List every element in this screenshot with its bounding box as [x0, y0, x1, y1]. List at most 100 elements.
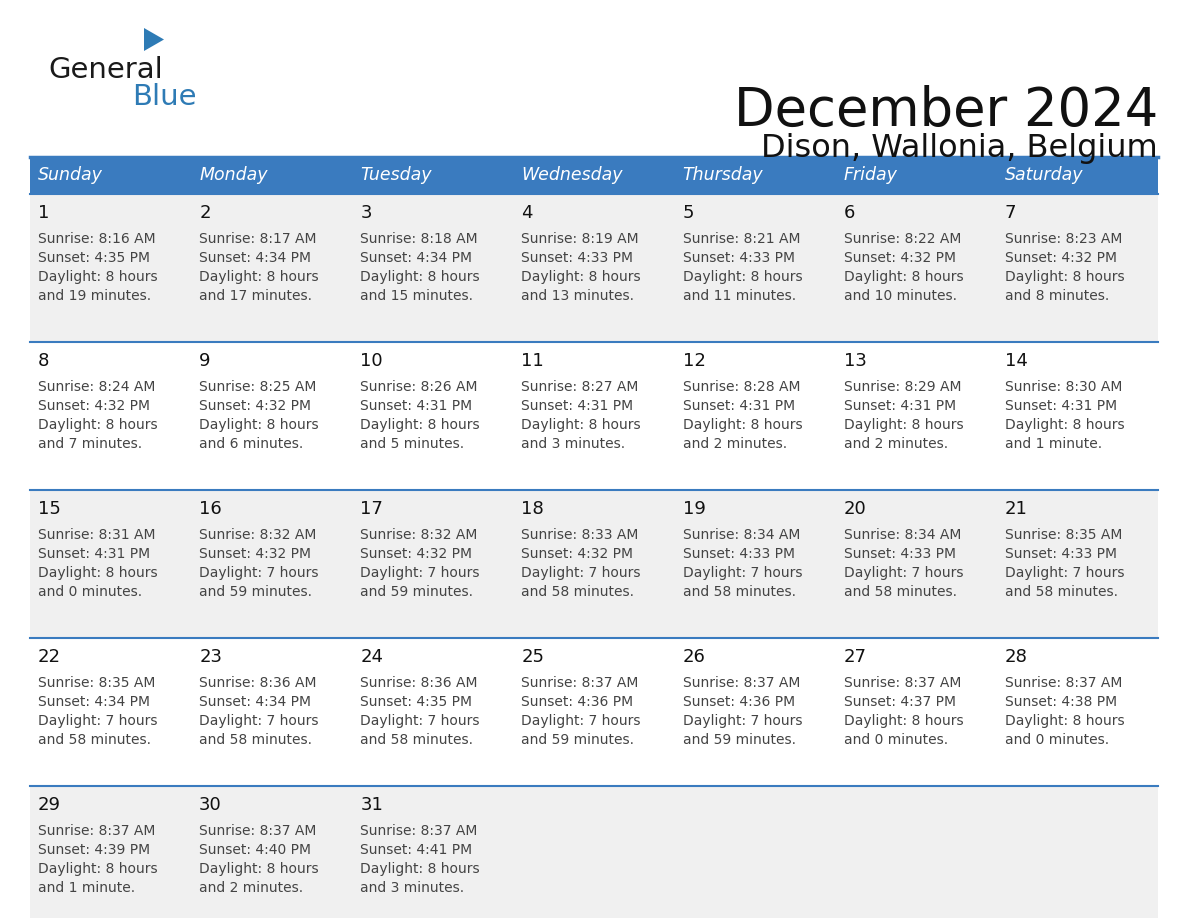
- Text: Sunrise: 8:35 AM: Sunrise: 8:35 AM: [38, 676, 156, 690]
- Text: and 2 minutes.: and 2 minutes.: [200, 881, 303, 895]
- Text: Sunset: 4:36 PM: Sunset: 4:36 PM: [683, 695, 795, 709]
- Text: and 2 minutes.: and 2 minutes.: [683, 437, 786, 451]
- Text: Sunrise: 8:21 AM: Sunrise: 8:21 AM: [683, 232, 800, 246]
- Text: and 58 minutes.: and 58 minutes.: [360, 733, 473, 747]
- Text: Sunset: 4:41 PM: Sunset: 4:41 PM: [360, 843, 473, 857]
- Text: and 1 minute.: and 1 minute.: [1005, 437, 1102, 451]
- Text: 10: 10: [360, 352, 383, 370]
- Text: 14: 14: [1005, 352, 1028, 370]
- Text: Sunset: 4:34 PM: Sunset: 4:34 PM: [200, 251, 311, 265]
- Text: Tuesday: Tuesday: [360, 166, 431, 185]
- Bar: [997, 342, 1158, 490]
- Bar: [675, 490, 835, 638]
- Text: 6: 6: [843, 204, 855, 222]
- Text: 28: 28: [1005, 648, 1028, 666]
- Text: Thursday: Thursday: [683, 166, 763, 185]
- Text: 4: 4: [522, 204, 533, 222]
- Bar: [835, 638, 997, 786]
- Text: and 3 minutes.: and 3 minutes.: [522, 437, 626, 451]
- Text: Sunrise: 8:17 AM: Sunrise: 8:17 AM: [200, 232, 317, 246]
- Bar: [835, 786, 997, 918]
- Text: Friday: Friday: [843, 166, 898, 185]
- Bar: [353, 786, 513, 918]
- Bar: [997, 194, 1158, 342]
- Text: 22: 22: [38, 648, 61, 666]
- Text: Sunset: 4:36 PM: Sunset: 4:36 PM: [522, 695, 633, 709]
- Bar: [353, 490, 513, 638]
- Text: Sunset: 4:33 PM: Sunset: 4:33 PM: [1005, 547, 1117, 561]
- Text: Daylight: 8 hours: Daylight: 8 hours: [200, 862, 318, 876]
- Text: Sunrise: 8:37 AM: Sunrise: 8:37 AM: [38, 824, 156, 838]
- Text: and 13 minutes.: and 13 minutes.: [522, 289, 634, 303]
- Text: Sunrise: 8:31 AM: Sunrise: 8:31 AM: [38, 528, 156, 542]
- Text: Sunrise: 8:37 AM: Sunrise: 8:37 AM: [522, 676, 639, 690]
- Text: Daylight: 7 hours: Daylight: 7 hours: [200, 714, 318, 728]
- Text: Sunrise: 8:19 AM: Sunrise: 8:19 AM: [522, 232, 639, 246]
- Text: 2: 2: [200, 204, 210, 222]
- Bar: [30, 638, 191, 786]
- Text: Daylight: 8 hours: Daylight: 8 hours: [843, 714, 963, 728]
- Text: Daylight: 8 hours: Daylight: 8 hours: [200, 418, 318, 432]
- Text: Dison, Wallonia, Belgium: Dison, Wallonia, Belgium: [762, 133, 1158, 164]
- Text: Daylight: 8 hours: Daylight: 8 hours: [522, 270, 642, 284]
- Bar: [191, 342, 353, 490]
- Text: and 5 minutes.: and 5 minutes.: [360, 437, 465, 451]
- Bar: [835, 490, 997, 638]
- Text: Sunrise: 8:25 AM: Sunrise: 8:25 AM: [200, 380, 316, 394]
- Text: Daylight: 8 hours: Daylight: 8 hours: [683, 270, 802, 284]
- Text: and 19 minutes.: and 19 minutes.: [38, 289, 151, 303]
- Text: Sunrise: 8:37 AM: Sunrise: 8:37 AM: [200, 824, 316, 838]
- Text: Sunrise: 8:37 AM: Sunrise: 8:37 AM: [683, 676, 800, 690]
- Text: Sunset: 4:32 PM: Sunset: 4:32 PM: [522, 547, 633, 561]
- Text: 30: 30: [200, 796, 222, 814]
- Text: Sunset: 4:40 PM: Sunset: 4:40 PM: [200, 843, 311, 857]
- Text: Sunset: 4:33 PM: Sunset: 4:33 PM: [843, 547, 955, 561]
- Text: and 59 minutes.: and 59 minutes.: [360, 585, 473, 599]
- Bar: [513, 786, 675, 918]
- Bar: [191, 194, 353, 342]
- Text: 27: 27: [843, 648, 867, 666]
- Bar: [30, 194, 191, 342]
- Text: Daylight: 7 hours: Daylight: 7 hours: [38, 714, 158, 728]
- Text: Sunset: 4:35 PM: Sunset: 4:35 PM: [38, 251, 150, 265]
- Text: Sunset: 4:38 PM: Sunset: 4:38 PM: [1005, 695, 1117, 709]
- Text: Sunset: 4:31 PM: Sunset: 4:31 PM: [683, 399, 795, 413]
- Text: 7: 7: [1005, 204, 1017, 222]
- Text: Sunrise: 8:32 AM: Sunrise: 8:32 AM: [200, 528, 316, 542]
- Bar: [675, 638, 835, 786]
- Text: Sunset: 4:34 PM: Sunset: 4:34 PM: [360, 251, 473, 265]
- Text: Sunrise: 8:26 AM: Sunrise: 8:26 AM: [360, 380, 478, 394]
- Text: 25: 25: [522, 648, 544, 666]
- Text: Sunrise: 8:27 AM: Sunrise: 8:27 AM: [522, 380, 639, 394]
- Text: Daylight: 8 hours: Daylight: 8 hours: [843, 418, 963, 432]
- Text: Daylight: 7 hours: Daylight: 7 hours: [1005, 566, 1124, 580]
- Text: Sunrise: 8:24 AM: Sunrise: 8:24 AM: [38, 380, 156, 394]
- Text: and 10 minutes.: and 10 minutes.: [843, 289, 956, 303]
- Text: Sunrise: 8:34 AM: Sunrise: 8:34 AM: [843, 528, 961, 542]
- Text: Sunset: 4:32 PM: Sunset: 4:32 PM: [200, 547, 311, 561]
- Bar: [835, 194, 997, 342]
- Bar: [675, 342, 835, 490]
- Text: Saturday: Saturday: [1005, 166, 1083, 185]
- Bar: [191, 786, 353, 918]
- Text: 5: 5: [683, 204, 694, 222]
- Text: 20: 20: [843, 500, 866, 518]
- Text: Daylight: 7 hours: Daylight: 7 hours: [683, 566, 802, 580]
- Text: 31: 31: [360, 796, 384, 814]
- Bar: [353, 157, 513, 194]
- Text: Sunset: 4:34 PM: Sunset: 4:34 PM: [200, 695, 311, 709]
- Text: Sunrise: 8:37 AM: Sunrise: 8:37 AM: [360, 824, 478, 838]
- Text: Sunrise: 8:32 AM: Sunrise: 8:32 AM: [360, 528, 478, 542]
- Text: and 58 minutes.: and 58 minutes.: [522, 585, 634, 599]
- Text: 26: 26: [683, 648, 706, 666]
- Bar: [191, 638, 353, 786]
- Bar: [675, 786, 835, 918]
- Bar: [191, 490, 353, 638]
- Bar: [513, 157, 675, 194]
- Bar: [353, 194, 513, 342]
- Bar: [997, 786, 1158, 918]
- Text: 1: 1: [38, 204, 50, 222]
- Text: and 59 minutes.: and 59 minutes.: [200, 585, 312, 599]
- Text: 21: 21: [1005, 500, 1028, 518]
- Bar: [513, 638, 675, 786]
